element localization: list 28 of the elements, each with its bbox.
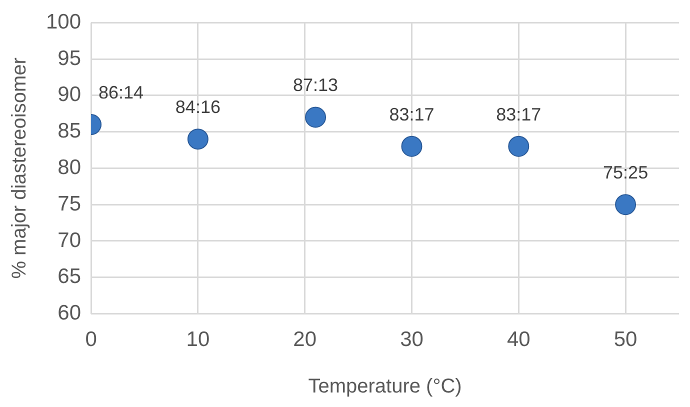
y-tick-label: 80 xyxy=(58,156,82,179)
point xyxy=(305,106,326,128)
annotation: 83:17 xyxy=(496,104,542,124)
x-tick-label: 30 xyxy=(400,328,424,352)
x-tick-label: 40 xyxy=(506,328,530,352)
annotation: 86:14 xyxy=(98,82,144,102)
y-axis-title: % major diastereoisomer xyxy=(8,57,31,279)
annotation: 75:25 xyxy=(603,162,648,183)
point xyxy=(401,136,422,157)
y-tick-label: 90 xyxy=(58,83,82,106)
y-tick-label: 75 xyxy=(58,192,82,216)
y-tick-label: 60 xyxy=(58,302,82,325)
x-tick-label: 20 xyxy=(293,328,317,352)
annotation: 87:13 xyxy=(293,75,338,96)
point xyxy=(187,128,208,150)
x-tick-label: 10 xyxy=(186,328,210,352)
point xyxy=(615,194,636,216)
x-tick-label: 0 xyxy=(85,328,97,352)
y-tick-label: 85 xyxy=(58,120,82,143)
annotation: 83:17 xyxy=(389,104,434,124)
y-tick-label: 70 xyxy=(58,228,82,252)
y-tick-label: 95 xyxy=(58,46,82,70)
x-axis-title: Temperature (°C) xyxy=(308,376,462,398)
x-tick-label: 50 xyxy=(614,328,638,352)
y-tick-label: 65 xyxy=(58,265,82,288)
y-tick-label: 100 xyxy=(46,10,82,34)
annotation: 84:16 xyxy=(175,97,220,118)
point xyxy=(508,136,530,157)
